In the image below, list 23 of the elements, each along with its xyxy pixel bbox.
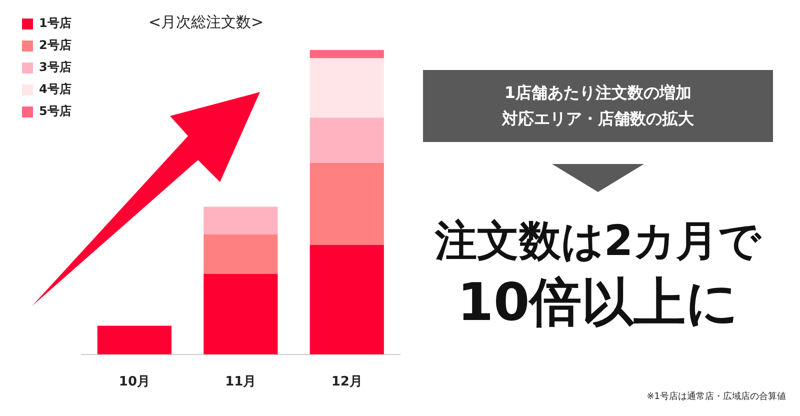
text: ※1号店は通常店・広域店の合算値	[646, 390, 786, 403]
bar	[310, 50, 384, 58]
x-tick-label: 11月	[225, 374, 256, 390]
text: 対応エリア・店舗数の拡大	[500, 108, 695, 130]
legend-label: 5号店	[39, 104, 72, 118]
x-tick-label: 12月	[331, 374, 362, 390]
bar	[204, 206, 278, 234]
bar	[204, 274, 278, 354]
text: 注文数は2カ月で	[434, 215, 762, 267]
legend-label: 1号店	[39, 16, 72, 30]
bar	[310, 58, 384, 118]
text: 1店舗あたり注文数の増加	[503, 82, 693, 104]
chart-title: <月次総注文数>	[148, 12, 264, 31]
bar	[97, 326, 172, 354]
bar	[310, 118, 384, 163]
text: 10倍以上に	[456, 272, 740, 335]
legend-label: 2号店	[39, 38, 72, 52]
bar	[310, 244, 384, 354]
legend-label: 4号店	[39, 82, 72, 96]
legend-label: 3号店	[39, 60, 72, 74]
x-tick-label: 10月	[118, 374, 150, 390]
bar	[204, 234, 278, 274]
bar	[310, 162, 384, 245]
